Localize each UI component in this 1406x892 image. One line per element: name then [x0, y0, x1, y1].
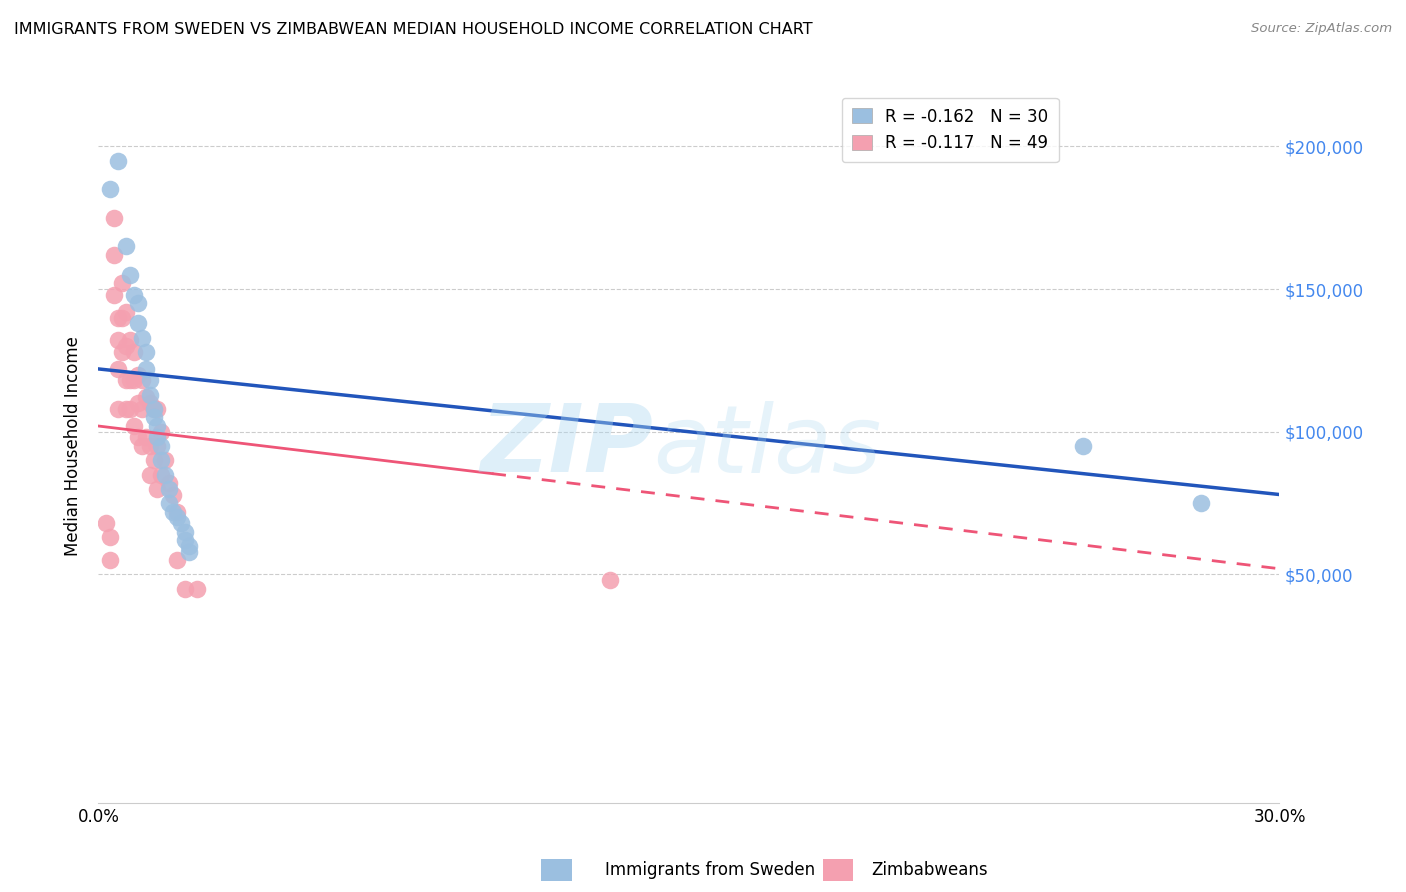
Point [118, 401, 141, 416]
Point [103, 287, 125, 301]
Point [146, 401, 169, 416]
Point [118, 268, 141, 282]
Point [1071, 439, 1094, 453]
Point [170, 516, 193, 530]
Point [135, 391, 157, 405]
Point [174, 533, 197, 548]
Point [142, 453, 165, 467]
Point [138, 387, 160, 401]
Point [174, 524, 197, 539]
Point [107, 334, 129, 348]
Point [96, 516, 118, 530]
Point [146, 430, 169, 444]
Point [115, 373, 138, 387]
Point [98, 182, 121, 196]
Point [155, 453, 177, 467]
Point [107, 310, 129, 325]
Text: ZIP: ZIP [481, 400, 654, 492]
Point [146, 439, 169, 453]
Point [115, 305, 138, 319]
Point [127, 296, 149, 310]
Point [98, 553, 121, 567]
Point [599, 573, 621, 587]
Point [146, 482, 169, 496]
Point [107, 153, 129, 168]
Text: Zimbabweans: Zimbabweans [872, 861, 988, 879]
Point [174, 582, 197, 596]
Point [166, 510, 188, 524]
Point [127, 430, 149, 444]
Point [138, 439, 160, 453]
Point [131, 401, 153, 416]
Point [162, 487, 184, 501]
Point [150, 453, 173, 467]
Point [131, 373, 153, 387]
Point [150, 439, 173, 453]
Point [115, 339, 138, 353]
Y-axis label: Median Household Income: Median Household Income [65, 336, 83, 556]
Point [186, 582, 208, 596]
Point [111, 344, 134, 359]
Point [111, 277, 134, 291]
Point [115, 239, 138, 253]
Point [107, 362, 129, 376]
Point [177, 539, 200, 553]
Point [166, 505, 188, 519]
Point [115, 401, 138, 416]
Text: atlas: atlas [654, 401, 882, 491]
Text: Immigrants from Sweden: Immigrants from Sweden [605, 861, 814, 879]
Point [135, 430, 157, 444]
Text: IMMIGRANTS FROM SWEDEN VS ZIMBABWEAN MEDIAN HOUSEHOLD INCOME CORRELATION CHART: IMMIGRANTS FROM SWEDEN VS ZIMBABWEAN MED… [14, 22, 813, 37]
Point [142, 410, 165, 425]
Point [103, 248, 125, 262]
Point [162, 505, 184, 519]
Point [135, 362, 157, 376]
Point [157, 482, 180, 496]
Point [127, 316, 149, 330]
Point [98, 530, 121, 544]
Point [155, 467, 177, 482]
Point [122, 419, 145, 434]
Point [127, 368, 149, 382]
Point [157, 476, 180, 491]
Point [118, 334, 141, 348]
Point [150, 425, 173, 439]
Text: Source: ZipAtlas.com: Source: ZipAtlas.com [1251, 22, 1392, 36]
Point [142, 401, 165, 416]
Point [118, 373, 141, 387]
Point [111, 310, 134, 325]
Point [122, 344, 145, 359]
Point [138, 396, 160, 410]
Point [166, 553, 188, 567]
Point [122, 287, 145, 301]
Point [135, 344, 157, 359]
Point [177, 544, 200, 558]
Point [103, 211, 125, 225]
Point [138, 467, 160, 482]
Point [1189, 496, 1212, 510]
Point [138, 373, 160, 387]
Point [131, 330, 153, 344]
Point [157, 496, 180, 510]
Point [142, 401, 165, 416]
Legend: R = -0.162   N = 30, R = -0.117   N = 49: R = -0.162 N = 30, R = -0.117 N = 49 [842, 97, 1059, 161]
Point [107, 401, 129, 416]
Point [146, 419, 169, 434]
Point [127, 396, 149, 410]
Point [150, 467, 173, 482]
Point [122, 373, 145, 387]
Point [131, 439, 153, 453]
